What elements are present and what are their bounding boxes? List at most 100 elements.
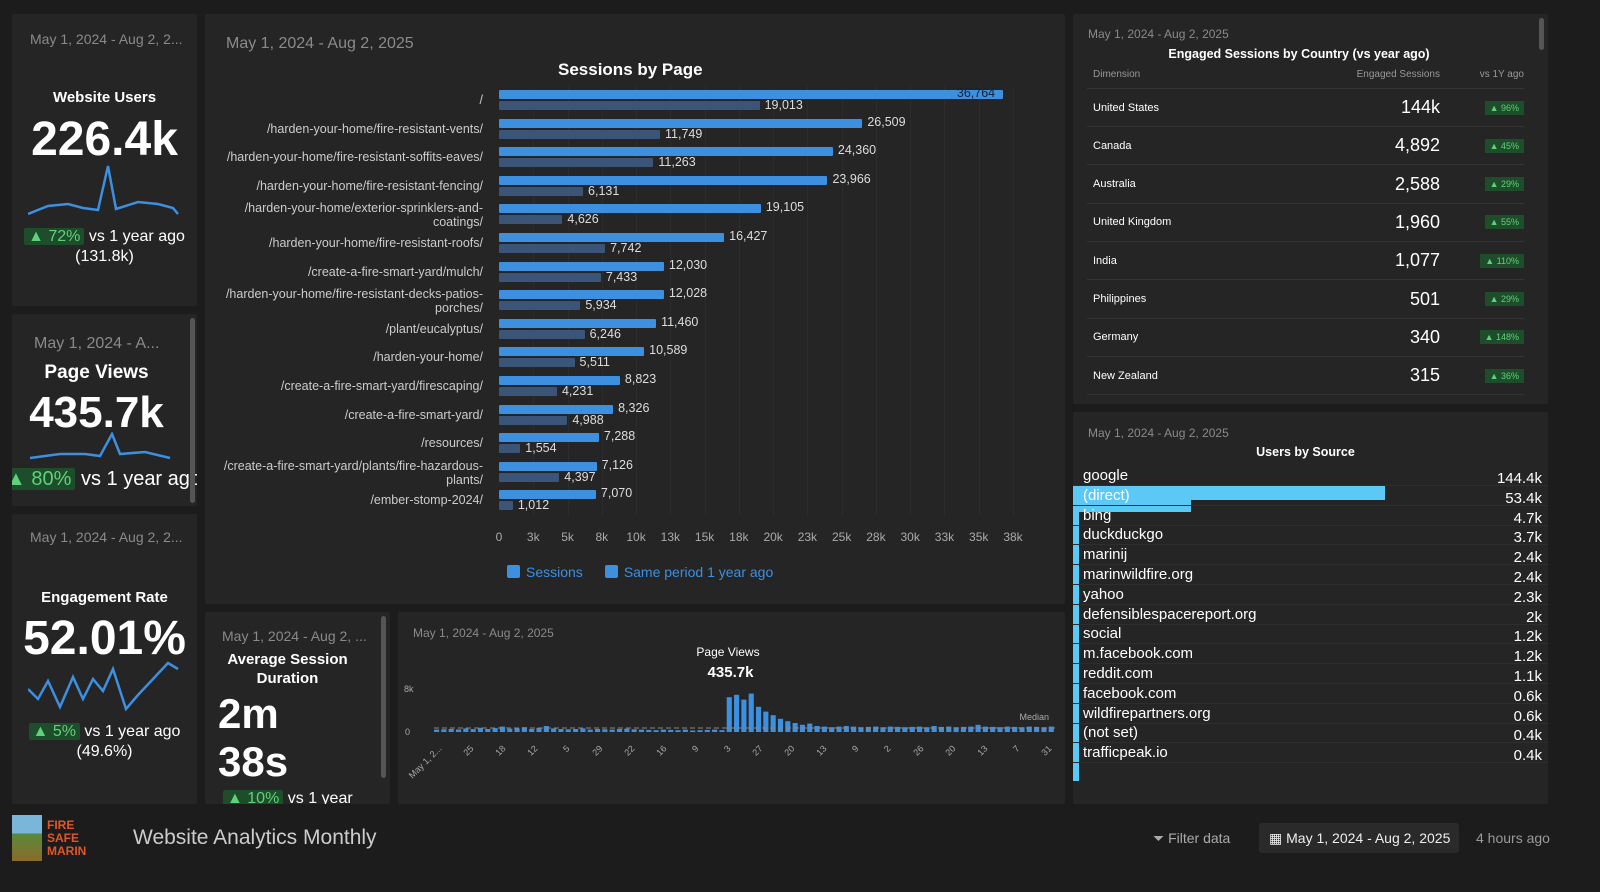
column-header[interactable]: Engaged Sessions bbox=[1356, 69, 1440, 80]
page-views-bar[interactable] bbox=[543, 726, 549, 732]
sessions-bar[interactable] bbox=[499, 433, 599, 443]
page-views-bar[interactable] bbox=[690, 730, 696, 733]
table-row[interactable]: Australia 2,588 ▲ 29% bbox=[1087, 166, 1524, 204]
sessions-bar[interactable] bbox=[499, 318, 657, 328]
page-views-bar[interactable] bbox=[499, 726, 505, 732]
previous-year-bar[interactable] bbox=[499, 158, 654, 168]
previous-year-bar[interactable] bbox=[499, 501, 513, 511]
previous-year-bar[interactable] bbox=[499, 387, 557, 396]
sessions-bar[interactable] bbox=[499, 118, 863, 128]
page-views-bar[interactable] bbox=[1012, 726, 1018, 732]
previous-year-bar[interactable] bbox=[499, 215, 563, 225]
page-views-bar[interactable] bbox=[814, 726, 820, 732]
page-views-bar[interactable] bbox=[704, 729, 710, 732]
page-views-bar[interactable] bbox=[960, 726, 966, 732]
page-views-bar[interactable] bbox=[492, 728, 498, 732]
sessions-bar[interactable] bbox=[499, 204, 761, 214]
legend-sessions[interactable]: Sessions bbox=[507, 564, 583, 580]
table-row[interactable]: reddit.com 1.1k bbox=[1073, 664, 1548, 685]
page-views-bar[interactable] bbox=[836, 726, 842, 732]
page-views-bar[interactable] bbox=[587, 729, 593, 732]
page-views-bar[interactable] bbox=[573, 729, 579, 732]
page-views-bar[interactable] bbox=[873, 726, 879, 732]
table-row[interactable]: google 144.4k bbox=[1073, 466, 1548, 487]
table-row[interactable]: defensiblespacereport.org 2k bbox=[1073, 605, 1548, 626]
sessions-bar[interactable] bbox=[499, 90, 1003, 99]
scrollbar[interactable] bbox=[381, 616, 386, 778]
page-views-bar[interactable] bbox=[653, 730, 659, 732]
sessions-bar[interactable] bbox=[499, 261, 664, 271]
previous-year-bar[interactable] bbox=[499, 301, 581, 311]
sessions-bar[interactable] bbox=[499, 461, 597, 471]
page-views-bar[interactable] bbox=[953, 727, 959, 732]
table-row[interactable]: m.facebook.com 1.2k bbox=[1073, 644, 1548, 665]
page-views-bar[interactable] bbox=[748, 693, 754, 732]
column-header[interactable]: Dimension bbox=[1093, 69, 1141, 80]
previous-year-bar[interactable] bbox=[499, 186, 584, 196]
date-range-picker[interactable]: ▦ May 1, 2024 - Aug 2, 2025 bbox=[1259, 823, 1459, 853]
page-views-bar[interactable] bbox=[982, 726, 988, 732]
page-views-bar[interactable] bbox=[594, 729, 601, 732]
table-row[interactable]: marinwildfire.org 2.4k bbox=[1073, 565, 1548, 586]
page-views-bar[interactable] bbox=[631, 729, 637, 732]
page-views-bar[interactable] bbox=[821, 726, 827, 732]
previous-year-bar[interactable] bbox=[499, 129, 661, 139]
table-row[interactable]: bing 4.7k bbox=[1073, 506, 1548, 527]
page-views-bar[interactable] bbox=[916, 726, 923, 732]
page-views-bar[interactable] bbox=[529, 729, 535, 732]
table-row[interactable]: yahoo 2.3k bbox=[1073, 585, 1548, 606]
page-views-bar[interactable] bbox=[770, 715, 776, 732]
page-views-bar[interactable] bbox=[895, 726, 901, 732]
scrollbar[interactable] bbox=[1539, 18, 1544, 50]
page-views-bar[interactable] bbox=[909, 726, 915, 732]
page-views-bar[interactable] bbox=[880, 727, 886, 732]
page-views-bar[interactable] bbox=[997, 727, 1003, 732]
page-views-bar[interactable] bbox=[785, 721, 791, 732]
page-views-bar[interactable] bbox=[755, 706, 762, 732]
sessions-bar[interactable] bbox=[499, 376, 620, 385]
page-views-bar[interactable] bbox=[865, 726, 871, 732]
table-row[interactable]: United Kingdom 1,960 ▲ 55% bbox=[1087, 204, 1524, 242]
page-views-bar[interactable] bbox=[660, 729, 666, 732]
page-views-bar[interactable] bbox=[646, 729, 652, 732]
page-views-bar[interactable] bbox=[485, 729, 491, 732]
page-views-bar[interactable] bbox=[931, 726, 937, 732]
page-views-bar[interactable] bbox=[1019, 727, 1025, 732]
table-row[interactable]: India 1,077 ▲ 110% bbox=[1087, 242, 1524, 281]
page-views-bar[interactable] bbox=[990, 726, 996, 732]
previous-year-bar[interactable] bbox=[499, 244, 606, 253]
page-views-bar[interactable] bbox=[507, 728, 513, 732]
previous-year-bar[interactable] bbox=[499, 415, 568, 425]
page-views-bar[interactable] bbox=[536, 727, 542, 732]
page-views-bar[interactable] bbox=[514, 728, 520, 732]
page-views-bar[interactable] bbox=[477, 727, 484, 732]
sessions-bar[interactable] bbox=[499, 233, 725, 242]
page-views-bar[interactable] bbox=[580, 728, 586, 732]
page-views-bar[interactable] bbox=[624, 728, 630, 732]
page-views-bar[interactable] bbox=[1026, 726, 1032, 732]
page-views-bar[interactable] bbox=[1041, 727, 1047, 732]
page-views-bar[interactable] bbox=[463, 728, 469, 732]
sessions-bar[interactable] bbox=[499, 290, 664, 300]
page-views-bar[interactable] bbox=[558, 729, 564, 732]
page-views-bar[interactable] bbox=[697, 730, 703, 732]
table-row[interactable]: social 1.2k bbox=[1073, 624, 1548, 645]
page-views-bar[interactable] bbox=[946, 726, 952, 732]
previous-year-bar[interactable] bbox=[499, 472, 560, 482]
table-row[interactable]: New Zealand 315 ▲ 36% bbox=[1087, 357, 1524, 396]
page-views-bar[interactable] bbox=[902, 727, 908, 732]
page-views-bar[interactable] bbox=[1048, 726, 1054, 732]
sessions-bar[interactable] bbox=[499, 347, 645, 357]
scrollbar[interactable] bbox=[190, 318, 195, 503]
sessions-bar[interactable] bbox=[499, 404, 614, 414]
previous-year-bar[interactable] bbox=[499, 329, 585, 339]
table-row[interactable]: facebook.com 0.6k bbox=[1073, 684, 1548, 705]
page-views-bar[interactable] bbox=[858, 727, 864, 732]
page-views-bar[interactable] bbox=[448, 729, 454, 732]
table-row[interactable]: Canada 4,892 ▲ 45% bbox=[1087, 127, 1524, 166]
filter-data-button[interactable]: ⏷ Filter data bbox=[1153, 830, 1231, 846]
page-views-bar[interactable] bbox=[434, 729, 440, 732]
page-views-bar[interactable] bbox=[726, 697, 732, 732]
sessions-bar[interactable] bbox=[499, 490, 596, 500]
page-views-bar[interactable] bbox=[521, 727, 527, 732]
